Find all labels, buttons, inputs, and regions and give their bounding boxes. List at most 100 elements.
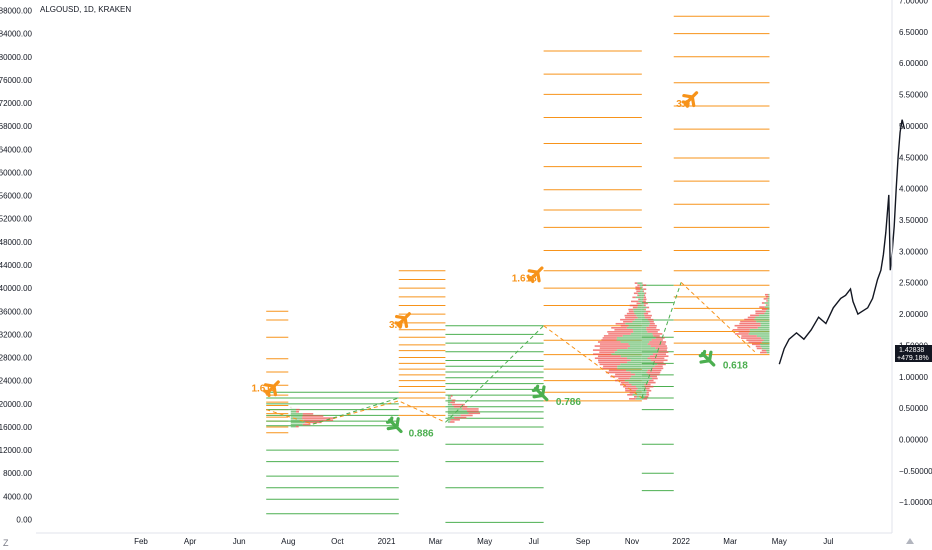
profile-bar-down [649,322,655,325]
profile-bar-up [641,324,649,327]
profile-bar-down [643,296,647,299]
profile-bar-down [740,320,757,323]
profile-bar-down [625,316,638,319]
profile-bar-up [635,391,642,394]
profile-bar-up [641,347,656,349]
left-axis-tick: 88000.00 [0,7,33,16]
profile-bar-down [647,318,654,321]
profile-bar-down [618,377,630,380]
left-axis-tick: 8000.00 [3,469,32,478]
fib-group-g5 [543,50,642,402]
profile-bar-down [658,351,669,353]
profile-bar-down [647,331,658,333]
profile-bar-up [756,335,770,337]
profile-bar-up [635,398,642,400]
profile-bar-down [635,286,640,289]
time-axis-tick: May [772,537,787,546]
profile-bar-up [637,316,642,319]
profile-bar-up [641,343,648,345]
price-badge: 1.42838 +479.18% [895,345,932,362]
chart-settings-icon[interactable] [906,538,914,544]
profile-bar-up [641,290,643,293]
time-axis-tick: 2021 [378,537,396,546]
profile-bar-up [768,293,770,296]
fib-group-g4 [445,325,544,523]
profile-bar-down [599,343,629,345]
profile-bar-down [647,357,665,360]
profile-bar-down [451,399,456,402]
time-axis-tick: Aug [281,537,295,546]
profile-bar-down [450,395,453,397]
profile-bar-down [636,302,641,305]
profile-bar-up [637,282,642,284]
left-axis-tick: 80000.00 [0,53,33,62]
profile-bar-down [739,322,761,325]
left-axis-tick: 28000.00 [0,354,33,363]
profile-bar-down [645,310,651,313]
profile-bar-up [641,316,645,319]
profile-bar-up [768,295,770,298]
profile-bar-down [652,333,663,335]
time-axis-tick: Mar [429,537,443,546]
profile-bar-down [449,397,452,399]
profile-bar-up [447,401,451,404]
profile-bar-down [615,322,626,325]
fib-group-g2 [266,391,399,515]
profile-bar-up [760,343,770,346]
profile-bar-down [454,416,467,419]
plane-takeoff-icon [394,312,411,329]
profile-bar-up [447,408,463,410]
profile-bar-down [755,345,761,348]
profile-bar-up [760,345,770,348]
profile-bar-down [651,339,663,341]
profile-bar-up [632,320,642,323]
profile-bar-up [641,363,658,366]
profile-bar-down [654,365,663,368]
profile-bar-up [748,333,770,335]
fib-annotation: 3.0 [389,312,411,331]
profile-bar-up [641,337,656,339]
profile-bar-up [641,312,644,315]
plane-takeoff-icon [263,380,280,398]
profile-bar-up [635,373,642,376]
profile-bar-up [640,298,642,301]
profile-bar-down [764,293,769,296]
profile-bar-down [648,373,660,376]
left-axis-tick: 0.00 [16,516,32,525]
profile-bar-down [644,292,647,295]
fib-group-g3 [398,270,446,416]
profile-bar-up [290,413,303,415]
profile-bar-down [644,383,651,386]
profile-bar-up [631,375,642,378]
profile-bar-up [641,385,645,388]
profile-bar-down [766,300,768,302]
profile-bar-down [620,324,629,327]
profile-bar-up [637,306,642,309]
profile-bar-down [761,308,768,310]
profile-bar-up [611,353,642,355]
profile-bar-up [641,375,650,378]
profile-bar-down [629,304,638,307]
left-axis-tick: 32000.00 [0,330,33,339]
profile-bar-down [303,419,334,422]
profile-bar-down [646,327,657,329]
fib-annotation: 1.618 [512,266,544,285]
tradingview-logo[interactable]: Z [3,538,9,548]
profile-bar-up [290,410,297,413]
profile-bar-up [637,387,642,390]
svg-text:Z: Z [3,538,9,548]
profile-bar-down [632,306,638,309]
profile-bar-down [295,425,299,428]
profile-bar-down [642,300,646,303]
profile-bar-up [641,361,654,364]
profile-bar-up [749,329,770,331]
profile-bar-down [653,361,664,364]
profile-bar-up [641,333,653,335]
profile-bar-up [626,369,642,372]
profile-bar-down [614,329,634,331]
profile-bar-down [624,314,637,317]
profile-bar-down [629,398,636,400]
profile-bar-up [447,419,451,421]
right-axis-tick: 4.00000 [899,185,928,194]
